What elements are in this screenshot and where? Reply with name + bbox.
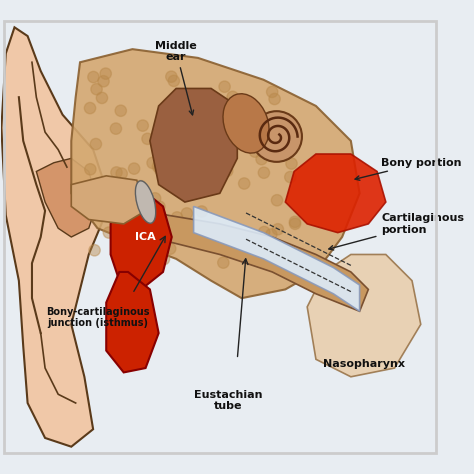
Circle shape xyxy=(164,243,176,255)
Circle shape xyxy=(155,164,166,175)
Circle shape xyxy=(221,165,233,177)
Circle shape xyxy=(201,125,212,137)
Polygon shape xyxy=(71,49,360,298)
Circle shape xyxy=(98,75,109,87)
Text: Nasopharynx: Nasopharynx xyxy=(323,359,405,369)
Circle shape xyxy=(85,164,96,175)
Polygon shape xyxy=(1,27,110,447)
Circle shape xyxy=(279,141,291,152)
Circle shape xyxy=(221,232,232,243)
Circle shape xyxy=(222,238,233,250)
Circle shape xyxy=(219,81,230,92)
Circle shape xyxy=(100,68,111,79)
Circle shape xyxy=(256,154,267,165)
Polygon shape xyxy=(71,176,146,224)
Circle shape xyxy=(110,199,122,210)
Circle shape xyxy=(135,251,146,262)
Circle shape xyxy=(95,210,106,222)
Circle shape xyxy=(124,229,136,241)
Text: Bony portion: Bony portion xyxy=(355,158,462,180)
Circle shape xyxy=(181,208,192,219)
Circle shape xyxy=(103,227,115,238)
Circle shape xyxy=(196,206,208,217)
Circle shape xyxy=(269,93,280,105)
Circle shape xyxy=(116,168,128,179)
Text: Cartilaginous
portion: Cartilaginous portion xyxy=(329,213,465,250)
Circle shape xyxy=(284,172,296,183)
Circle shape xyxy=(128,163,140,174)
Circle shape xyxy=(258,167,270,178)
Circle shape xyxy=(152,246,164,258)
Circle shape xyxy=(152,161,164,172)
Text: ICA: ICA xyxy=(135,232,156,242)
Circle shape xyxy=(149,192,161,204)
Circle shape xyxy=(118,235,130,246)
Circle shape xyxy=(286,158,297,169)
Circle shape xyxy=(249,138,260,149)
Text: Eustachian
tube: Eustachian tube xyxy=(194,390,263,411)
Circle shape xyxy=(187,109,198,120)
Circle shape xyxy=(168,75,180,87)
Polygon shape xyxy=(307,255,421,377)
Ellipse shape xyxy=(136,181,155,223)
Circle shape xyxy=(90,138,101,150)
Circle shape xyxy=(178,222,189,233)
Polygon shape xyxy=(115,202,368,311)
Polygon shape xyxy=(110,189,172,290)
Circle shape xyxy=(227,91,238,102)
Circle shape xyxy=(207,229,219,240)
Circle shape xyxy=(154,201,165,212)
Circle shape xyxy=(147,157,158,169)
Circle shape xyxy=(115,105,127,117)
Ellipse shape xyxy=(223,94,269,153)
Circle shape xyxy=(218,257,229,268)
Polygon shape xyxy=(106,272,159,373)
Circle shape xyxy=(166,71,177,82)
Text: Middle
ear: Middle ear xyxy=(155,41,197,115)
Circle shape xyxy=(219,124,231,136)
Circle shape xyxy=(155,244,167,255)
Polygon shape xyxy=(36,158,98,237)
Circle shape xyxy=(111,167,122,178)
Circle shape xyxy=(265,229,277,240)
Circle shape xyxy=(158,254,170,265)
Circle shape xyxy=(154,162,165,173)
Circle shape xyxy=(258,227,270,237)
Circle shape xyxy=(149,234,160,245)
Polygon shape xyxy=(193,206,360,311)
Circle shape xyxy=(251,111,302,162)
Circle shape xyxy=(289,216,301,228)
Circle shape xyxy=(142,133,153,145)
Circle shape xyxy=(93,201,105,212)
Circle shape xyxy=(110,123,122,134)
Circle shape xyxy=(238,178,250,189)
Circle shape xyxy=(172,212,183,223)
Circle shape xyxy=(176,114,188,126)
Circle shape xyxy=(266,86,278,98)
Circle shape xyxy=(290,218,301,229)
Circle shape xyxy=(96,92,108,103)
Text: Bony-cartilaginous
junction (isthmus): Bony-cartilaginous junction (isthmus) xyxy=(46,307,149,328)
Circle shape xyxy=(258,251,270,263)
Circle shape xyxy=(91,83,102,95)
Circle shape xyxy=(249,146,261,157)
Polygon shape xyxy=(150,89,237,202)
Polygon shape xyxy=(285,154,386,233)
Circle shape xyxy=(84,102,96,114)
Circle shape xyxy=(89,245,100,256)
Circle shape xyxy=(135,181,146,192)
Circle shape xyxy=(137,120,148,131)
Circle shape xyxy=(271,195,283,206)
Circle shape xyxy=(272,224,283,235)
Circle shape xyxy=(244,120,255,131)
Circle shape xyxy=(236,113,247,125)
Circle shape xyxy=(88,72,99,83)
Circle shape xyxy=(202,180,213,191)
